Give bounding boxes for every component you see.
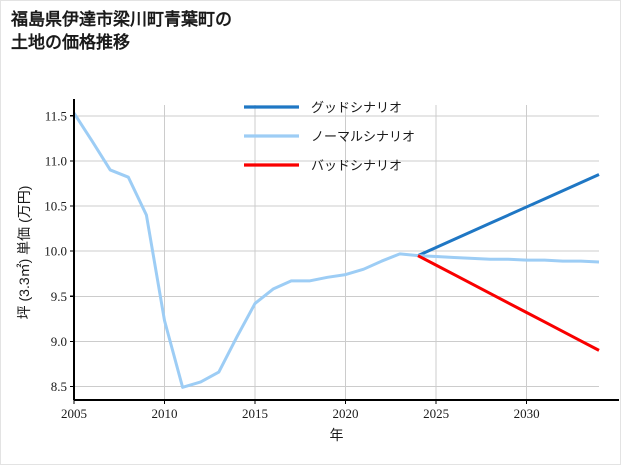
x-tick-label: 2015 [242,406,268,421]
y-tick-label: 8.5 [51,379,67,394]
y-tick-label: 9.0 [51,334,67,349]
legend-label: ノーマルシナリオ [311,129,415,144]
legend-label: グッドシナリオ [311,100,402,115]
x-tick-label: 2020 [333,406,359,421]
y-axis-tick-labels: 8.5 9.0 9.5 10.0 10.5 11.0 11.5 [44,108,67,394]
series-line-bad [417,254,600,352]
legend-label: バッドシナリオ [311,158,402,173]
series-line-good [417,173,600,258]
y-tick-label: 11.5 [45,108,67,123]
y-tick-label: 11.0 [45,153,67,168]
y-axis-title: 坪 (3.3㎡) 単価 (万円) [16,186,32,320]
y-tick-label: 9.5 [51,289,67,304]
x-tick-label: 2005 [61,406,87,421]
x-tick-label: 2025 [423,406,449,421]
x-axis-tick-labels: 2005 2010 2015 2020 2025 2030 [61,406,540,421]
page-title: 福島県伊達市梁川町青葉町の 土地の価格推移 [11,10,232,52]
x-gridlines [73,105,528,400]
axis-tickmarks [70,115,528,404]
y-tick-label: 10.5 [44,199,67,214]
x-tick-label: 2010 [152,406,178,421]
x-tick-label: 2030 [514,406,540,421]
x-axis-title: 年 [330,427,344,443]
series-line-normal [72,112,600,389]
y-tick-label: 10.0 [44,244,67,259]
data-series-group [72,112,600,389]
